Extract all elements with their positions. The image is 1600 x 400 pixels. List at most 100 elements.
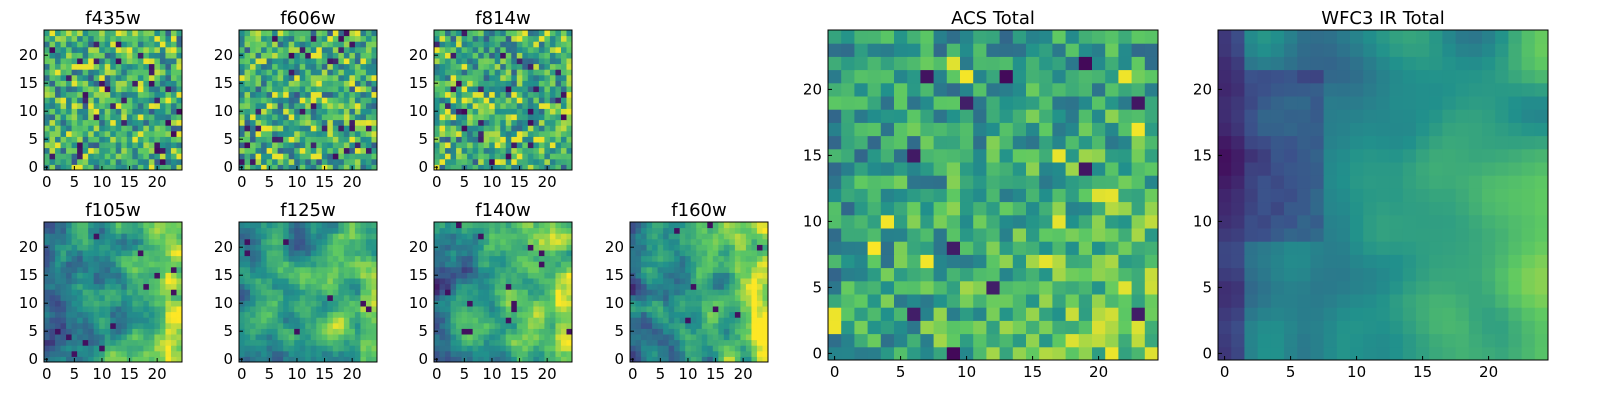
heatmap-cell: [360, 46, 367, 53]
heatmap-cell: [434, 339, 441, 346]
heatmap-cell: [316, 317, 323, 324]
heatmap-cell: [250, 86, 257, 93]
heatmap-cell: [104, 294, 111, 301]
heatmap-cell: [60, 147, 67, 154]
heatmap-cell: [261, 272, 268, 279]
heatmap-cell: [66, 30, 73, 37]
heatmap-cell: [88, 350, 95, 357]
heatmap-cell: [316, 356, 323, 363]
heatmap-cell: [555, 63, 562, 70]
heatmap-cell: [327, 147, 334, 154]
heatmap-cell: [349, 102, 356, 109]
heatmap-cell: [674, 334, 681, 341]
heatmap-cell: [137, 119, 144, 126]
heatmap-cell: [316, 63, 323, 70]
heatmap-cell: [261, 63, 268, 70]
heatmap-cell: [143, 86, 150, 93]
heatmap-cell: [44, 30, 51, 37]
heatmap-cell: [472, 74, 479, 81]
heatmap-cell: [310, 222, 317, 229]
heatmap-cell: [121, 35, 128, 42]
heatmap-cell: [88, 272, 95, 279]
heatmap-cell: [828, 214, 842, 229]
heatmap-cell: [338, 147, 345, 154]
heatmap-cell: [44, 311, 51, 318]
heatmap-cell: [566, 74, 573, 81]
heatmap-cell: [880, 135, 895, 150]
heatmap-cell: [316, 41, 323, 48]
heatmap-cell: [49, 46, 56, 53]
heatmap-cell: [533, 322, 540, 329]
heatmap-cell: [516, 125, 523, 132]
heatmap-cell: [467, 97, 474, 104]
heatmap-cell: [321, 86, 328, 93]
heatmap-cell: [494, 91, 501, 98]
heatmap-cell: [154, 255, 161, 262]
heatmap-cell: [461, 114, 468, 121]
heatmap-cell: [239, 322, 246, 329]
heatmap-cell: [894, 241, 908, 255]
heatmap-cell: [55, 278, 62, 285]
heatmap-cell: [327, 306, 334, 313]
heatmap-cell: [751, 233, 758, 240]
heatmap-cell: [77, 125, 84, 132]
y-tick-label: 20: [214, 238, 233, 256]
heatmap-cell: [321, 222, 328, 229]
heatmap-cell: [1065, 241, 1080, 255]
heatmap-cell: [272, 130, 279, 137]
heatmap-cell: [500, 311, 507, 318]
heatmap-cell: [261, 350, 268, 357]
heatmap-cell: [137, 35, 144, 42]
heatmap-cell: [266, 114, 273, 121]
heatmap-cell: [745, 328, 752, 335]
heatmap-cell: [489, 147, 496, 154]
heatmap-cell: [255, 244, 262, 251]
heatmap-cell: [110, 322, 117, 329]
heatmap-cell: [148, 306, 155, 313]
heatmap-cell: [668, 266, 675, 273]
x-tick-label: 15: [315, 365, 334, 383]
heatmap-cell: [277, 164, 284, 171]
heatmap-cell: [646, 317, 653, 324]
heatmap-cell: [635, 317, 642, 324]
heatmap-cell: [762, 283, 769, 290]
heatmap-cell: [338, 74, 345, 81]
heatmap-cell: [148, 86, 155, 93]
heatmap-cell: [483, 58, 490, 65]
heatmap-cell: [751, 227, 758, 234]
heatmap-cell: [55, 255, 62, 262]
heatmap-cell: [668, 294, 675, 301]
heatmap-cell: [511, 317, 518, 324]
heatmap-cell: [126, 142, 133, 149]
heatmap-cell: [461, 272, 468, 279]
heatmap-cell: [55, 322, 62, 329]
heatmap-cell: [99, 311, 106, 318]
heatmap-cell: [283, 289, 290, 296]
heatmap-cell: [55, 350, 62, 357]
heatmap-cell: [483, 125, 490, 132]
heatmap-cell: [668, 233, 675, 240]
heatmap-cell: [371, 250, 378, 257]
heatmap-cell: [132, 74, 139, 81]
heatmap-cell: [712, 300, 719, 307]
heatmap-cell: [467, 80, 474, 87]
heatmap-cell: [560, 345, 567, 352]
heatmap-cell: [522, 125, 529, 132]
heatmap-cell: [143, 306, 150, 313]
heatmap-cell: [360, 350, 367, 357]
heatmap-cell: [472, 233, 479, 240]
heatmap-cell: [165, 80, 172, 87]
heatmap-cell: [338, 356, 345, 363]
heatmap-cell: [159, 300, 166, 307]
heatmap-cell: [1131, 148, 1146, 163]
heatmap-cell: [712, 278, 719, 285]
heatmap-cell: [445, 52, 452, 59]
heatmap-cell: [1052, 201, 1067, 216]
heatmap-cell: [294, 294, 301, 301]
heatmap-cell: [549, 108, 556, 115]
heatmap-cell: [159, 255, 166, 262]
x-tick-label: 5: [265, 173, 275, 191]
heatmap-cell: [294, 125, 301, 132]
heatmap-cell: [635, 328, 642, 335]
heatmap-cell: [756, 334, 763, 341]
